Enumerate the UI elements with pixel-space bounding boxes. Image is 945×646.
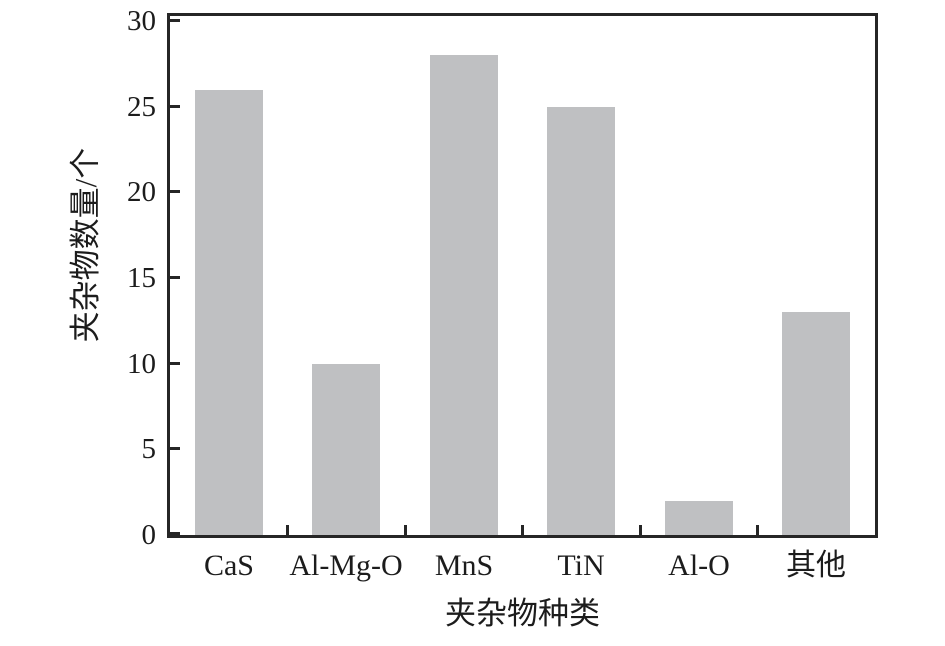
y-tick-25 [170,105,180,108]
x-tick-2 [404,525,407,535]
bar-其他 [782,312,850,535]
x-category-label-其他: 其他 [786,549,846,582]
y-axis-title: 夹杂物数量/个 [68,147,103,343]
x-category-label-tin: TiN [557,549,605,582]
y-tick-label-15: 15 [127,262,156,294]
y-tick-label-30: 30 [127,5,156,37]
bar-tin [547,107,615,535]
bar-al-o [665,501,733,535]
x-tick-1 [286,525,289,535]
x-axis-title: 夹杂物种类 [445,596,600,631]
x-category-label-al-mg-o: Al-Mg-O [289,549,403,582]
y-tick-label-0: 0 [141,519,157,551]
y-tick-label-10: 10 [127,348,156,380]
plot-area [167,13,878,538]
y-tick-0 [170,532,180,535]
y-tick-label-25: 25 [127,91,156,123]
x-category-label-al-o: Al-O [668,549,730,582]
y-tick-10 [170,362,180,365]
bar-mns [430,55,498,535]
y-tick-label-20: 20 [127,176,156,208]
x-category-label-mns: MnS [434,549,494,582]
y-tick-15 [170,276,180,279]
y-tick-30 [170,19,180,22]
x-tick-3 [521,525,524,535]
x-category-label-cas: CaS [203,549,254,582]
x-tick-5 [756,525,759,535]
y-tick-label-5: 5 [141,433,157,465]
y-tick-5 [170,447,180,450]
bar-cas [195,90,263,535]
bar-al-mg-o [312,364,380,535]
x-tick-4 [639,525,642,535]
y-tick-20 [170,190,180,193]
